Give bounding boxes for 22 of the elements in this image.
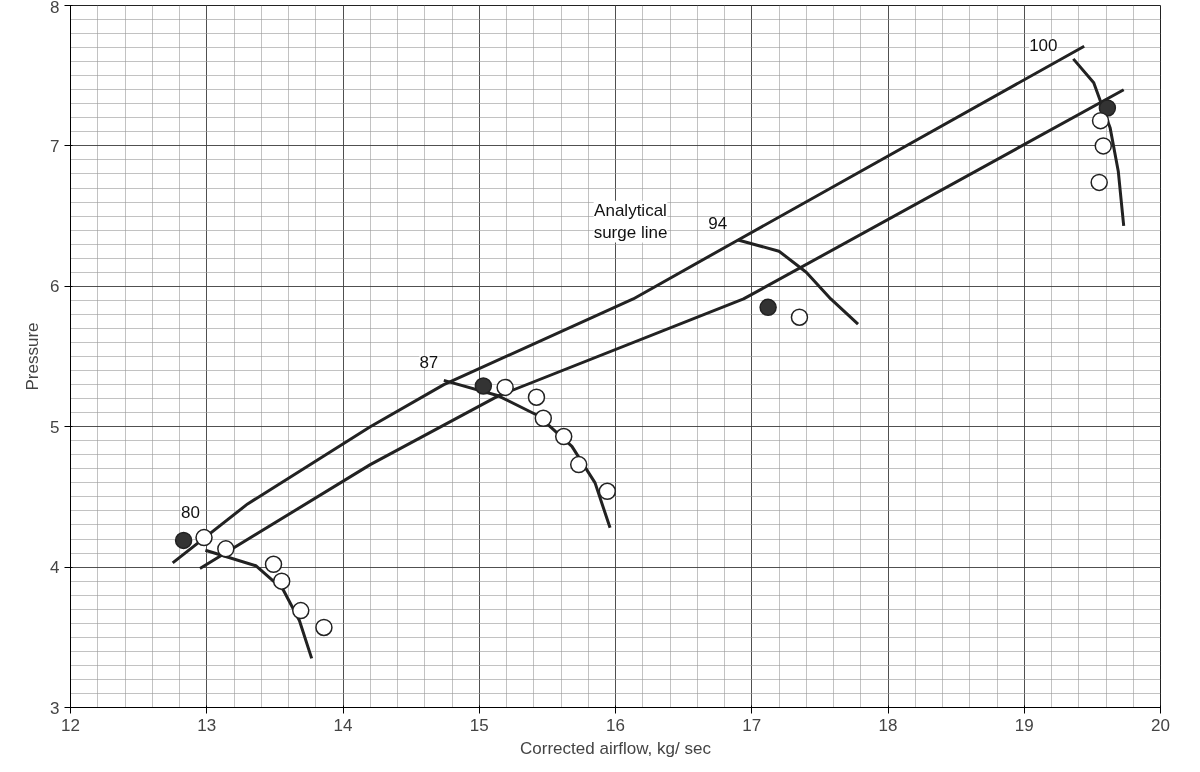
y-tick-label: 7 [50, 136, 60, 156]
x-tick-label: 17 [742, 715, 762, 735]
x-tick-label: 12 [61, 715, 80, 735]
y-axis-title: Pressure [23, 322, 43, 391]
annotation: 94 [708, 214, 728, 234]
y-tick-label: 5 [50, 417, 60, 437]
x-tick-label: 14 [333, 715, 353, 735]
x-tick-label: 18 [878, 715, 898, 735]
y-tick-label: 4 [50, 558, 60, 578]
x-tick-label: 13 [197, 715, 217, 735]
annotation: 87 [419, 353, 439, 373]
annotation: Analytical surge line [593, 200, 668, 243]
x-tick-label: 16 [606, 715, 625, 735]
x-tick-label: 19 [1014, 715, 1034, 735]
x-tick-label: 15 [469, 715, 489, 735]
annotation: 100 [1029, 35, 1058, 55]
y-tick-label: 6 [50, 277, 60, 297]
x-axis-title: Corrected airflow, kg/ sec [520, 738, 712, 758]
x-tick-label: 20 [1151, 715, 1170, 735]
y-tick-label: 8 [50, 0, 60, 17]
y-tick-label: 3 [50, 698, 60, 718]
annotation: 80 [180, 503, 200, 523]
